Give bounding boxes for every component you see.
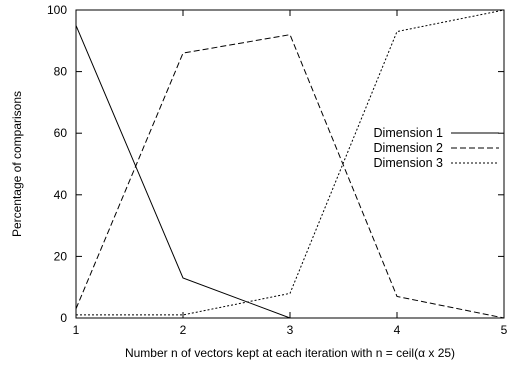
x-tick-label: 4: [394, 323, 401, 337]
series-line-dimension-3: [76, 9, 505, 316]
series-line-dimension-2: [75, 34, 505, 319]
y-tick-label: 60: [54, 126, 68, 140]
x-tick-label: 5: [501, 323, 508, 337]
legend-label-dimension-2: Dimension 2: [374, 141, 444, 155]
series-line-dimension-1: [75, 25, 504, 319]
series-lines: [75, 9, 505, 319]
y-tick-label: 80: [54, 65, 68, 79]
y-tick-label: 40: [54, 188, 68, 202]
x-tick-label: 3: [287, 323, 294, 337]
x-tick-label: 1: [73, 323, 80, 337]
y-tick-label: 100: [47, 3, 67, 17]
x-tick-label: 2: [180, 323, 187, 337]
axis-ticks: 0 20 40 60 80 100 1 2 3 4 5: [47, 3, 508, 337]
x-axis-label: Number n of vectors kept at each iterati…: [125, 346, 455, 360]
legend-label-dimension-1: Dimension 1: [374, 126, 444, 140]
y-axis-label: Percentage of comparisons: [10, 91, 24, 237]
y-tick-label: 20: [54, 249, 68, 263]
y-tick-label: 0: [60, 311, 67, 325]
legend-label-dimension-3: Dimension 3: [374, 156, 444, 170]
